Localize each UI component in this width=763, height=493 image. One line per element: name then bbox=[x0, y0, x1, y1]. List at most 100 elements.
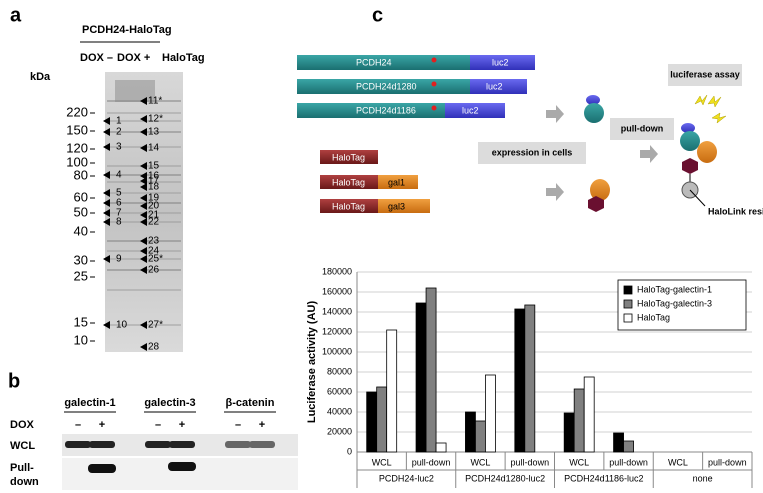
blot-band bbox=[89, 441, 115, 448]
legend-box bbox=[617, 279, 747, 331]
halotag-name: HaloTag bbox=[332, 152, 365, 162]
arrowhead bbox=[103, 143, 110, 151]
panel-label: a bbox=[10, 4, 22, 26]
step-box bbox=[478, 142, 586, 164]
halotag-name: HaloTag bbox=[332, 177, 365, 187]
arrowhead bbox=[140, 211, 147, 219]
arrowhead bbox=[140, 144, 147, 152]
bar bbox=[415, 302, 427, 453]
halotag-name: HaloTag bbox=[332, 201, 365, 211]
arrowhead bbox=[103, 189, 110, 197]
legend-swatch bbox=[623, 313, 633, 323]
x-tick-label: pull-down bbox=[609, 457, 648, 467]
band-label: 4 bbox=[116, 170, 122, 181]
y-tick-label: 100000 bbox=[322, 346, 352, 356]
arrow bbox=[546, 183, 564, 201]
halotag-bar bbox=[320, 175, 378, 189]
antibody-label: β-catenin bbox=[226, 397, 275, 409]
step-label: luciferase assay bbox=[670, 69, 740, 79]
flash bbox=[707, 95, 722, 108]
dox-state: – bbox=[75, 419, 81, 431]
step-label: pull-down bbox=[621, 123, 664, 133]
band-label: 27* bbox=[148, 320, 163, 331]
row-label: WCL bbox=[10, 440, 35, 452]
y-tick-label: 160000 bbox=[322, 286, 352, 296]
flash bbox=[711, 112, 727, 124]
band-label: 9 bbox=[116, 254, 122, 265]
unit-label: kDa bbox=[30, 71, 51, 83]
arrowhead bbox=[103, 199, 110, 207]
halotag-bar bbox=[320, 150, 378, 164]
bar bbox=[485, 374, 496, 453]
band-label: 3 bbox=[116, 142, 122, 153]
legend-label: HaloTag-galectin-3 bbox=[637, 298, 712, 308]
panel-label: b bbox=[8, 370, 20, 392]
protein bbox=[586, 95, 600, 105]
bar bbox=[514, 308, 526, 453]
protein bbox=[681, 123, 695, 133]
bar bbox=[573, 388, 585, 453]
band-label: 13 bbox=[148, 127, 160, 138]
band-label: 16 bbox=[148, 171, 160, 182]
band-label: 14 bbox=[148, 143, 160, 154]
marker-label: 100 bbox=[66, 154, 88, 169]
bar bbox=[623, 440, 634, 453]
group-label: PCDH24d1280-luc2 bbox=[465, 473, 545, 483]
antibody-label: galectin-3 bbox=[144, 397, 195, 409]
marker-label: 120 bbox=[66, 140, 88, 155]
band-label: 6 bbox=[116, 198, 122, 209]
step-box bbox=[610, 118, 674, 140]
blot-band bbox=[145, 441, 171, 448]
halotag-bar bbox=[320, 199, 378, 213]
blot-band bbox=[225, 441, 251, 448]
legend-swatch bbox=[623, 299, 633, 309]
gal-bar bbox=[378, 175, 418, 189]
blot-band bbox=[169, 441, 195, 448]
bar bbox=[563, 412, 575, 453]
construct-label: PCDH24-HaloTag bbox=[82, 24, 172, 36]
lane-label: HaloTag bbox=[162, 52, 205, 64]
band-label: 25* bbox=[148, 254, 163, 265]
arrowhead bbox=[140, 194, 147, 202]
construct-bar bbox=[297, 103, 445, 118]
dot bbox=[431, 105, 437, 111]
band-label: 23 bbox=[148, 236, 160, 247]
arrowhead bbox=[140, 237, 147, 245]
construct-name: PCDH24 bbox=[356, 57, 392, 67]
legend-swatch bbox=[623, 285, 633, 295]
lane-label: DOX + bbox=[117, 52, 150, 64]
bar bbox=[425, 287, 437, 453]
band-label: 17 bbox=[148, 176, 160, 187]
band-label: 28 bbox=[148, 342, 160, 353]
legend-label: HaloTag-galectin-1 bbox=[637, 284, 712, 294]
y-tick-label: 180000 bbox=[322, 266, 352, 276]
band-label: 11* bbox=[148, 96, 162, 107]
protein bbox=[584, 103, 604, 123]
group-label: PCDH24d1186-luc2 bbox=[564, 473, 643, 483]
dox-state: – bbox=[235, 419, 241, 431]
band-label: 5 bbox=[116, 188, 122, 199]
luc-name: luc2 bbox=[462, 105, 479, 115]
arrowhead bbox=[140, 255, 147, 263]
gal-name: gal3 bbox=[388, 201, 405, 211]
arrowhead bbox=[103, 171, 110, 179]
y-tick-label: 140000 bbox=[322, 306, 352, 316]
marker-label: 50 bbox=[74, 204, 88, 219]
construct-name: PCDH24d1280 bbox=[356, 81, 417, 91]
protein bbox=[697, 141, 717, 163]
bar bbox=[376, 386, 388, 453]
band-label: 7 bbox=[116, 208, 122, 219]
band-label: 26 bbox=[148, 265, 160, 276]
panel-label: c bbox=[372, 4, 383, 26]
x-tick-label: WCL bbox=[668, 457, 688, 467]
arrowhead bbox=[140, 266, 147, 274]
arrow bbox=[640, 145, 658, 163]
marker-label: 10 bbox=[74, 332, 88, 347]
bar bbox=[524, 304, 536, 453]
arrowhead bbox=[140, 162, 147, 170]
band-label: 19 bbox=[148, 193, 160, 204]
arrowhead bbox=[103, 321, 110, 329]
luc-bar bbox=[470, 55, 535, 70]
arrowhead bbox=[103, 128, 110, 136]
construct-name: PCDH24d1186 bbox=[356, 105, 416, 115]
